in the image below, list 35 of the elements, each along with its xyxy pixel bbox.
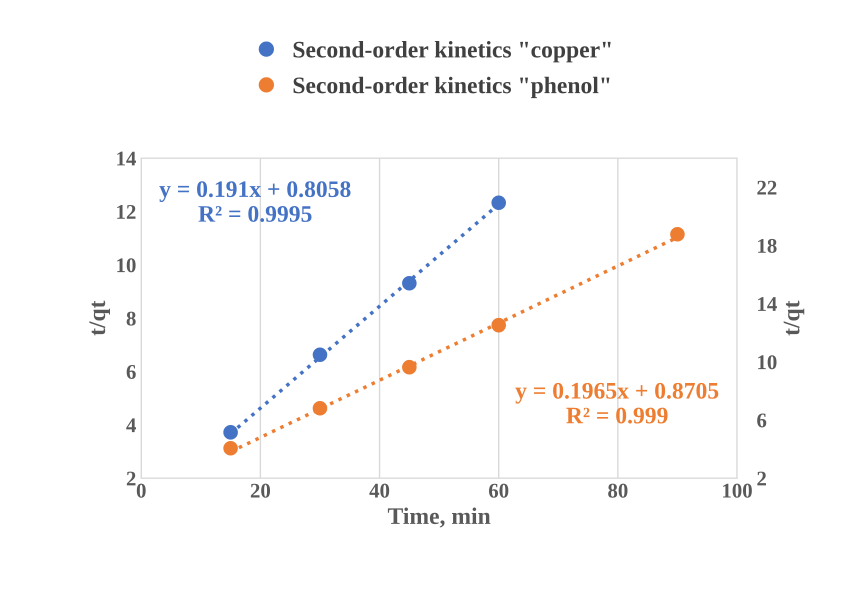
annotation: y = 0.191x + 0.8058 R² = 0.9995 <box>159 181 351 222</box>
x-tick-label: 0 <box>136 484 146 498</box>
y-axis-title: t/qt <box>89 300 110 336</box>
y2-tick-label: 18 <box>758 238 777 253</box>
point <box>670 226 685 242</box>
point <box>402 360 417 374</box>
y2-tick-label: 6 <box>757 413 766 428</box>
y-tick-label: 14 <box>117 152 136 166</box>
y2-tick-label: 10 <box>758 355 776 370</box>
point <box>223 440 238 456</box>
x-tick-label: 80 <box>608 484 628 498</box>
legend-label: Second-order kinetics "copper" <box>294 41 611 62</box>
y2-tick-label: 14 <box>758 297 777 311</box>
x-tick-label: 20 <box>250 484 270 498</box>
point <box>312 347 328 362</box>
y2-axis-title: t/qt <box>784 300 804 336</box>
annotation: y = 0.1965x + 0.8705 R² = 0.999 <box>515 382 718 424</box>
x-tick-label: 40 <box>369 484 390 498</box>
y-tick-label: 2 <box>126 472 136 486</box>
y-tick-label: 12 <box>117 204 136 219</box>
point <box>491 318 506 332</box>
x-tick-label: 100 <box>723 484 752 498</box>
legend-label: Second-order kinetics "phenol" <box>294 76 610 98</box>
point <box>491 195 506 210</box>
point <box>402 276 417 291</box>
y-tick-label: 10 <box>117 258 136 272</box>
y2-tick-label: 22 <box>757 180 776 195</box>
x-tick-label: 60 <box>489 484 508 498</box>
y2-tick-label: 2 <box>757 472 766 486</box>
y-tick-label: 4 <box>126 418 136 432</box>
point <box>223 425 238 440</box>
y-tick-label: 8 <box>126 312 136 326</box>
x-axis-title: Time, min <box>388 508 490 528</box>
point <box>312 400 328 416</box>
y-tick-label: 6 <box>126 364 136 379</box>
